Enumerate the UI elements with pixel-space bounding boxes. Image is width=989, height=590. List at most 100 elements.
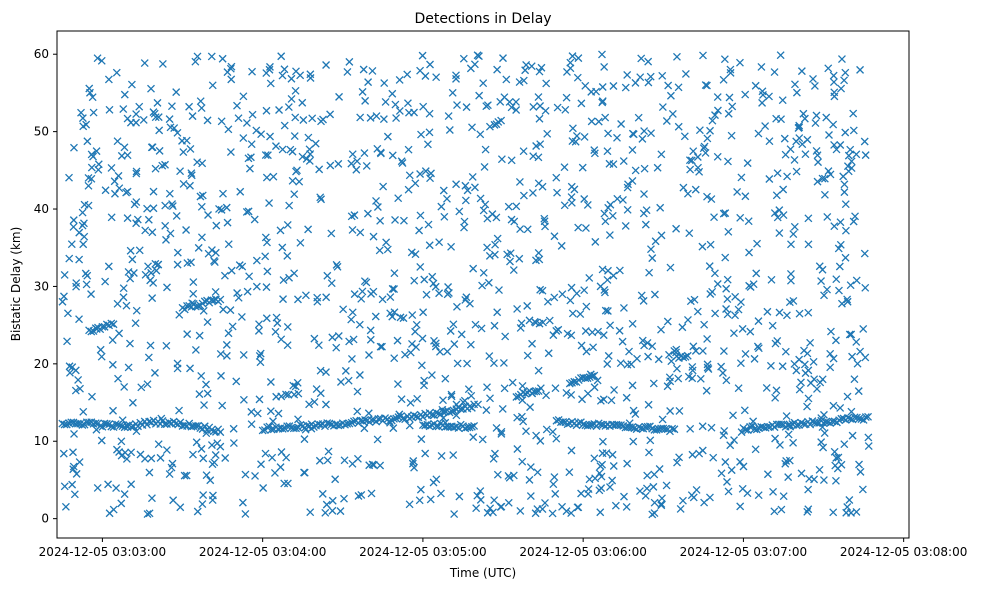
data-point xyxy=(490,449,499,458)
data-point xyxy=(832,453,841,462)
data-point xyxy=(717,469,726,478)
data-point xyxy=(271,327,280,336)
data-point xyxy=(631,78,640,87)
data-point xyxy=(541,106,550,115)
y-axis-label: Bistatic Delay (km) xyxy=(9,227,23,342)
data-point xyxy=(502,75,511,84)
data-point xyxy=(707,423,716,432)
data-point xyxy=(484,278,493,287)
data-point xyxy=(353,157,362,166)
data-point xyxy=(577,99,586,108)
data-point xyxy=(229,439,238,448)
data-point xyxy=(573,73,582,82)
data-point xyxy=(765,92,773,101)
data-point xyxy=(481,200,490,209)
data-point xyxy=(418,413,427,421)
data-point xyxy=(306,70,315,79)
data-point xyxy=(314,341,323,350)
data-point xyxy=(841,226,850,235)
data-point xyxy=(817,438,826,447)
data-point xyxy=(390,414,398,423)
data-point xyxy=(809,357,818,366)
data-point xyxy=(195,331,204,340)
data-point xyxy=(376,461,385,470)
data-point xyxy=(709,453,718,462)
data-point xyxy=(490,496,499,505)
data-point xyxy=(403,70,412,79)
data-point xyxy=(582,302,591,311)
data-point xyxy=(147,268,156,277)
data-point xyxy=(686,165,695,174)
data-point xyxy=(372,112,381,121)
data-point xyxy=(469,433,478,442)
data-point xyxy=(473,491,482,500)
data-point xyxy=(686,297,695,306)
data-point xyxy=(574,54,583,63)
data-point xyxy=(380,79,389,88)
data-point xyxy=(191,57,200,66)
data-point xyxy=(448,88,457,97)
data-point xyxy=(813,151,822,160)
data-point xyxy=(220,271,229,280)
data-point xyxy=(598,97,607,106)
data-point xyxy=(792,88,801,97)
data-point xyxy=(779,185,788,194)
data-point xyxy=(580,132,589,141)
data-point xyxy=(525,475,534,484)
data-point xyxy=(645,448,653,457)
data-point xyxy=(746,327,755,336)
data-point xyxy=(623,183,632,192)
data-point xyxy=(69,222,78,231)
data-point xyxy=(775,206,784,215)
data-point xyxy=(446,327,455,335)
data-point xyxy=(497,502,506,511)
data-point xyxy=(562,68,571,76)
data-point xyxy=(203,116,212,125)
data-point xyxy=(619,303,628,312)
y-tick-label: 40 xyxy=(34,202,49,216)
data-point xyxy=(679,353,688,362)
data-point xyxy=(610,386,619,394)
data-point xyxy=(449,320,458,329)
data-point xyxy=(528,188,537,197)
data-point xyxy=(637,291,646,300)
data-point xyxy=(703,134,712,143)
data-point xyxy=(280,121,289,130)
data-point xyxy=(483,383,491,392)
data-point xyxy=(628,145,637,154)
data-point xyxy=(278,243,287,252)
data-point xyxy=(698,446,707,455)
data-point xyxy=(406,398,415,407)
data-point xyxy=(773,336,782,345)
data-point xyxy=(650,509,659,517)
data-point xyxy=(864,412,873,421)
data-point xyxy=(843,295,852,304)
data-point xyxy=(199,306,208,315)
data-point xyxy=(58,297,67,306)
data-point xyxy=(849,126,858,135)
data-point xyxy=(674,83,683,92)
data-point xyxy=(849,217,858,226)
data-point xyxy=(653,163,662,172)
data-point xyxy=(603,147,612,156)
data-point xyxy=(278,71,287,80)
data-point xyxy=(352,165,361,174)
data-point xyxy=(237,313,246,321)
data-point xyxy=(405,171,414,180)
data-point xyxy=(723,157,732,166)
data-point xyxy=(156,453,165,462)
data-point xyxy=(623,205,632,214)
data-point xyxy=(390,354,399,363)
data-point xyxy=(410,411,418,420)
data-point xyxy=(784,430,793,439)
data-point xyxy=(580,286,589,295)
data-point xyxy=(207,441,216,450)
data-point xyxy=(457,330,466,339)
data-point xyxy=(864,433,873,442)
data-point xyxy=(585,475,594,484)
data-point xyxy=(535,114,544,123)
data-point xyxy=(197,202,206,211)
data-point xyxy=(806,420,815,429)
x-axis: 2024-12-05 03:03:00 2024-12-05 03:04:00 20… xyxy=(39,538,967,559)
data-point xyxy=(327,279,336,288)
